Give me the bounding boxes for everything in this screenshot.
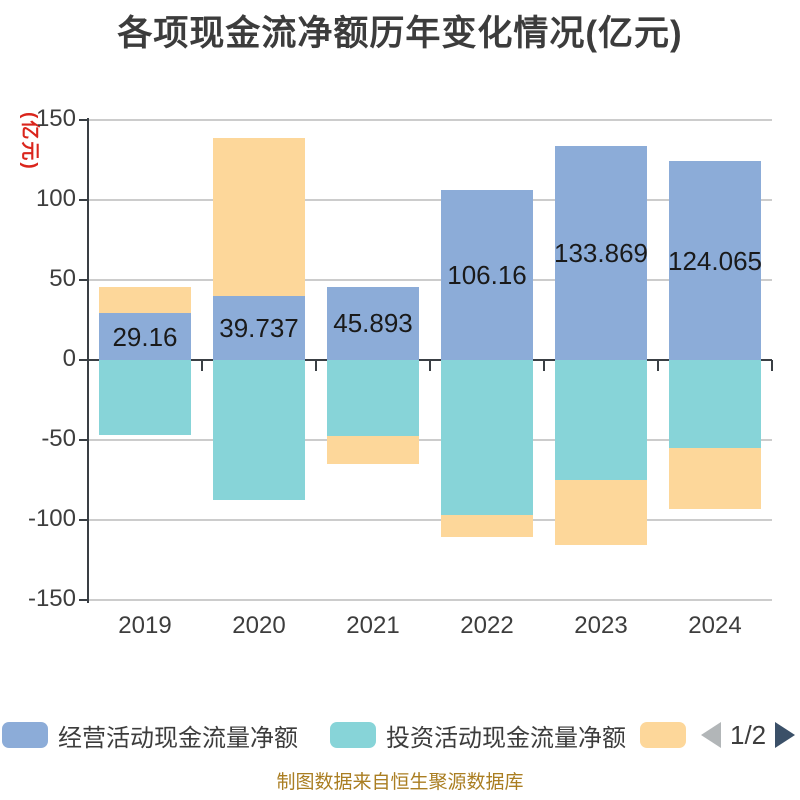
y-tick-label: 50 bbox=[49, 265, 76, 292]
bar-value-label: 124.065 bbox=[668, 245, 762, 276]
bar-segment-operating-2021[interactable] bbox=[327, 286, 419, 360]
x-tick-label-2020: 2020 bbox=[232, 612, 286, 639]
x-tick-label-2023: 2023 bbox=[574, 612, 628, 639]
legend-item-operating[interactable]: 经营活动现金流量净额 bbox=[2, 719, 298, 752]
bar-segment-operating-2023[interactable] bbox=[555, 145, 647, 360]
bar-segment-operating-2020[interactable] bbox=[213, 296, 305, 360]
y-axis-tick bbox=[79, 439, 88, 441]
x-axis-tick bbox=[315, 360, 317, 371]
bar-value-label: 45.893 bbox=[333, 308, 413, 339]
gridline bbox=[88, 599, 772, 601]
y-tick-label: -150 bbox=[27, 585, 76, 612]
legend-item-financing[interactable] bbox=[640, 719, 686, 751]
x-tick-label-2021: 2021 bbox=[346, 612, 400, 639]
bar-segment-investing-2024[interactable] bbox=[669, 360, 761, 448]
y-tick-label: -50 bbox=[41, 425, 76, 452]
legend-label-investing: 投资活动现金流量净额 bbox=[386, 724, 626, 752]
legend-swatch-operating bbox=[2, 722, 48, 748]
gridline bbox=[88, 439, 772, 441]
y-tick-label: 150 bbox=[35, 105, 76, 132]
bar-segment-investing-2021[interactable] bbox=[327, 360, 419, 436]
legend-swatch-investing bbox=[330, 722, 376, 748]
gridline bbox=[88, 199, 772, 201]
y-axis-tick bbox=[79, 599, 88, 601]
bar-segment-investing-2022[interactable] bbox=[441, 360, 533, 516]
bar-value-label: 106.16 bbox=[447, 260, 527, 291]
y-tick-label: -100 bbox=[27, 505, 76, 532]
x-tick-label-2022: 2022 bbox=[460, 612, 514, 639]
gridline bbox=[88, 119, 772, 121]
x-axis-tick bbox=[657, 360, 659, 371]
bar-segment-operating-2022[interactable] bbox=[441, 190, 533, 360]
legend-prev-arrow-icon[interactable] bbox=[701, 722, 721, 748]
bar-segment-investing-2020[interactable] bbox=[213, 360, 305, 500]
bar-segment-financing-2019[interactable] bbox=[99, 287, 191, 314]
bar-segment-financing-2024[interactable] bbox=[669, 448, 761, 509]
legend-label-operating: 经营活动现金流量净额 bbox=[58, 724, 298, 752]
legend-swatch-financing bbox=[640, 722, 686, 748]
y-tick-label: 0 bbox=[62, 345, 76, 372]
bar-segment-financing-2023[interactable] bbox=[555, 480, 647, 545]
legend-pager: 1/2 bbox=[701, 719, 796, 751]
legend-page-indicator: 1/2 bbox=[730, 719, 767, 750]
bar-segment-operating-2019[interactable] bbox=[99, 313, 191, 360]
bar-segment-financing-2020[interactable] bbox=[213, 137, 305, 297]
bar-segment-investing-2023[interactable] bbox=[555, 360, 647, 480]
x-tick-label-2019: 2019 bbox=[118, 612, 172, 639]
bar-value-label: 29.16 bbox=[112, 321, 178, 352]
y-axis-tick bbox=[79, 359, 88, 361]
data-source-note: 制图数据来自恒生聚源数据库 bbox=[276, 772, 524, 793]
bar-segment-investing-2019[interactable] bbox=[99, 360, 191, 436]
legend-item-investing[interactable]: 投资活动现金流量净额 bbox=[330, 719, 626, 752]
bar-segment-operating-2024[interactable] bbox=[669, 161, 761, 360]
legend-next-arrow-icon[interactable] bbox=[775, 722, 796, 748]
bar-segment-financing-2021[interactable] bbox=[327, 436, 419, 464]
chart-title: 各项现金流净额历年变化情况(亿元) bbox=[117, 14, 683, 53]
x-axis-tick bbox=[429, 360, 431, 371]
y-axis-tick bbox=[79, 279, 88, 281]
x-axis-tick bbox=[771, 360, 773, 371]
y-axis-tick bbox=[79, 119, 88, 121]
legend: 经营活动现金流量净额 投资活动现金流量净额 1/2 bbox=[0, 719, 800, 752]
x-axis-tick bbox=[543, 360, 545, 371]
x-tick-label-2024: 2024 bbox=[688, 612, 742, 639]
bar-value-label: 39.737 bbox=[219, 313, 299, 344]
gridline bbox=[88, 279, 772, 281]
y-tick-label: 100 bbox=[35, 185, 76, 212]
y-axis-tick bbox=[79, 519, 88, 521]
x-axis-tick bbox=[87, 360, 89, 371]
x-axis-tick bbox=[201, 360, 203, 371]
bar-segment-financing-2022[interactable] bbox=[441, 515, 533, 537]
y-axis-tick bbox=[79, 199, 88, 201]
bar-value-label: 133.869 bbox=[554, 237, 648, 268]
gridline bbox=[88, 519, 772, 521]
